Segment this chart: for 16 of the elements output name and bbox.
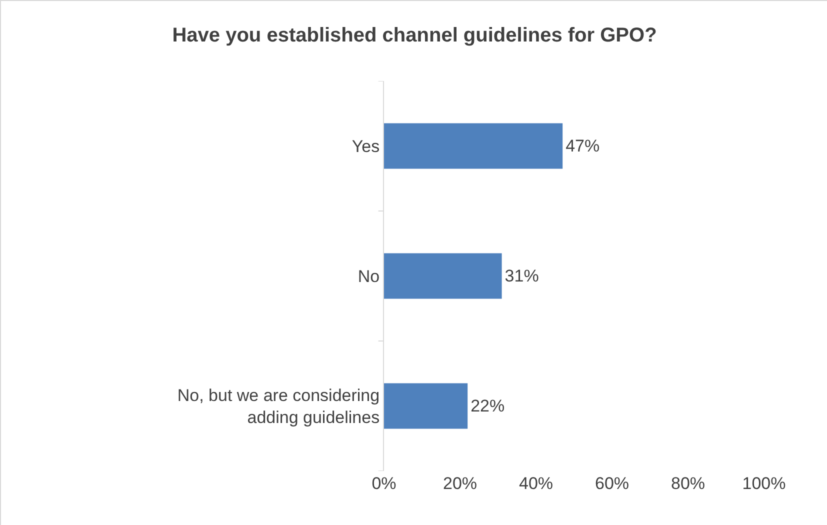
bar <box>384 123 563 169</box>
data-label: 22% <box>470 396 505 416</box>
bar <box>384 253 502 299</box>
data-label: 47% <box>566 136 600 156</box>
bar <box>384 383 468 429</box>
y-tick-label: No, but we are considering adding guidelines <box>177 386 380 427</box>
chart-title: Have you established channel guidelines for GPO? <box>172 24 657 46</box>
x-tick-label: 0% <box>372 474 396 493</box>
y-tick-label: Yes <box>352 136 380 156</box>
x-tick-label: 80% <box>670 474 706 493</box>
x-tick-label: 60% <box>594 474 630 493</box>
x-tick-label: 20% <box>442 474 478 493</box>
y-tick-label: No <box>358 266 380 286</box>
x-tick-label: 40% <box>518 474 554 493</box>
data-label: 31% <box>504 266 539 286</box>
x-tick-label: 100% <box>742 474 786 493</box>
